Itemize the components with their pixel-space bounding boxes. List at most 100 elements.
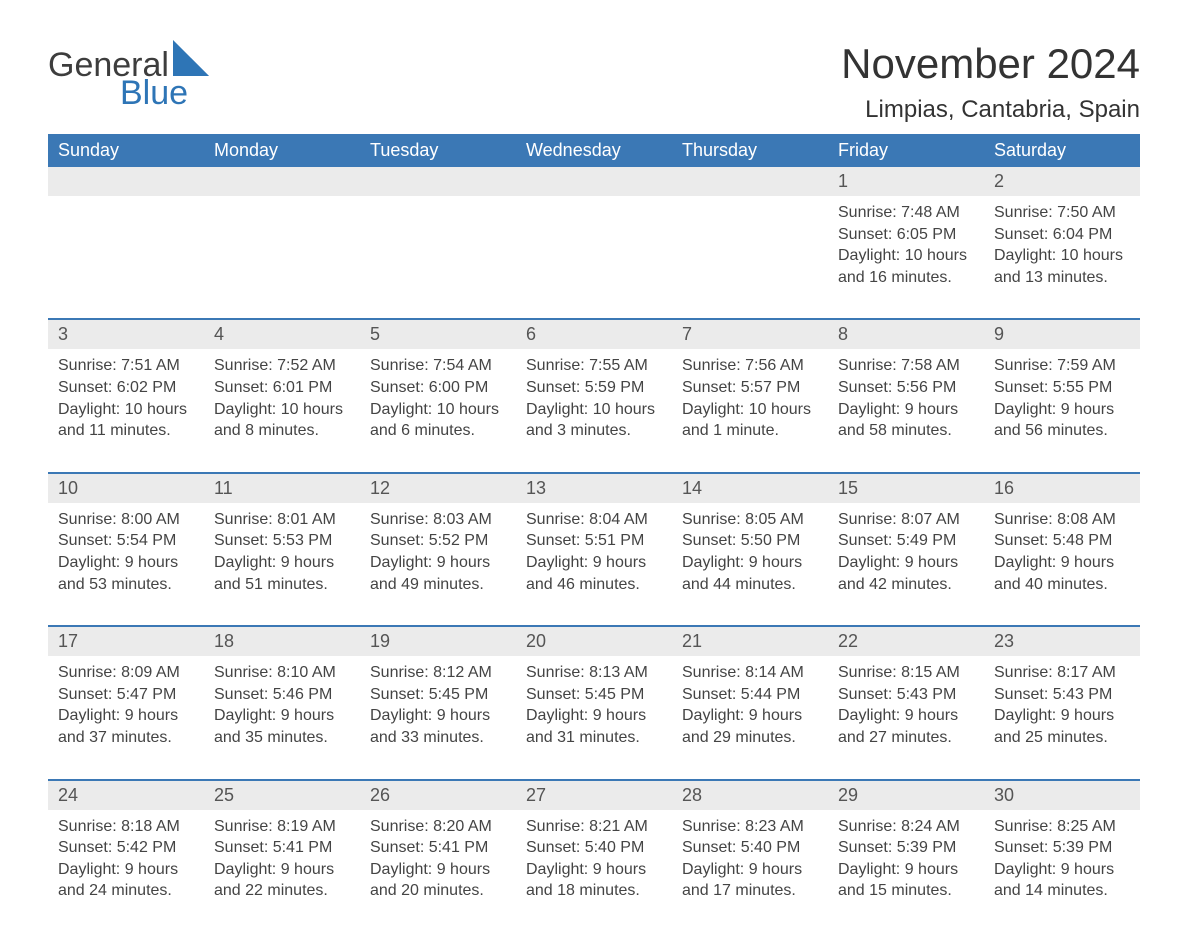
day-number: 13	[516, 474, 672, 503]
sunset-text: Sunset: 5:52 PM	[370, 530, 506, 552]
day-cell: Sunrise: 8:05 AMSunset: 5:50 PMDaylight:…	[672, 503, 828, 605]
daylight-text: Daylight: 9 hours and 40 minutes.	[994, 552, 1130, 595]
day-number: 21	[672, 627, 828, 656]
day-header: Thursday	[672, 134, 828, 167]
day-number: 18	[204, 627, 360, 656]
logo-text-blue: Blue	[120, 76, 209, 110]
sunrise-text: Sunrise: 8:04 AM	[526, 509, 662, 531]
day-cell: Sunrise: 7:50 AMSunset: 6:04 PMDaylight:…	[984, 196, 1140, 298]
daylight-text: Daylight: 9 hours and 51 minutes.	[214, 552, 350, 595]
daylight-text: Daylight: 10 hours and 13 minutes.	[994, 245, 1130, 288]
day-header: Sunday	[48, 134, 204, 167]
day-number	[516, 167, 672, 196]
week: 24252627282930Sunrise: 8:18 AMSunset: 5:…	[48, 779, 1140, 912]
day-number	[204, 167, 360, 196]
sunrise-text: Sunrise: 8:13 AM	[526, 662, 662, 684]
sunset-text: Sunset: 5:45 PM	[526, 684, 662, 706]
sunset-text: Sunset: 5:41 PM	[370, 837, 506, 859]
day-number	[48, 167, 204, 196]
day-number: 25	[204, 781, 360, 810]
day-cell: Sunrise: 8:15 AMSunset: 5:43 PMDaylight:…	[828, 656, 984, 758]
day-cell: Sunrise: 8:19 AMSunset: 5:41 PMDaylight:…	[204, 810, 360, 912]
day-cell: Sunrise: 8:03 AMSunset: 5:52 PMDaylight:…	[360, 503, 516, 605]
sunset-text: Sunset: 5:57 PM	[682, 377, 818, 399]
sunrise-text: Sunrise: 8:15 AM	[838, 662, 974, 684]
day-cell: Sunrise: 7:58 AMSunset: 5:56 PMDaylight:…	[828, 349, 984, 451]
sunset-text: Sunset: 5:42 PM	[58, 837, 194, 859]
day-number: 16	[984, 474, 1140, 503]
week: 12Sunrise: 7:48 AMSunset: 6:05 PMDayligh…	[48, 167, 1140, 298]
day-number: 20	[516, 627, 672, 656]
sunrise-text: Sunrise: 7:51 AM	[58, 355, 194, 377]
daylight-text: Daylight: 10 hours and 8 minutes.	[214, 399, 350, 442]
calendar: SundayMondayTuesdayWednesdayThursdayFrid…	[48, 134, 1140, 912]
daylight-text: Daylight: 9 hours and 29 minutes.	[682, 705, 818, 748]
sunrise-text: Sunrise: 7:50 AM	[994, 202, 1130, 224]
day-cell: Sunrise: 8:14 AMSunset: 5:44 PMDaylight:…	[672, 656, 828, 758]
daynum-row: 3456789	[48, 320, 1140, 349]
sunrise-text: Sunrise: 8:17 AM	[994, 662, 1130, 684]
day-number: 17	[48, 627, 204, 656]
sunrise-text: Sunrise: 7:54 AM	[370, 355, 506, 377]
sunset-text: Sunset: 5:54 PM	[58, 530, 194, 552]
day-cell: Sunrise: 8:04 AMSunset: 5:51 PMDaylight:…	[516, 503, 672, 605]
sunset-text: Sunset: 5:53 PM	[214, 530, 350, 552]
sunrise-text: Sunrise: 7:56 AM	[682, 355, 818, 377]
daynum-row: 24252627282930	[48, 781, 1140, 810]
day-cell	[672, 196, 828, 298]
sunrise-text: Sunrise: 7:59 AM	[994, 355, 1130, 377]
sunset-text: Sunset: 5:39 PM	[994, 837, 1130, 859]
sunset-text: Sunset: 5:49 PM	[838, 530, 974, 552]
day-number: 30	[984, 781, 1140, 810]
sunset-text: Sunset: 5:46 PM	[214, 684, 350, 706]
day-cell: Sunrise: 7:52 AMSunset: 6:01 PMDaylight:…	[204, 349, 360, 451]
sunrise-text: Sunrise: 7:52 AM	[214, 355, 350, 377]
daylight-text: Daylight: 9 hours and 31 minutes.	[526, 705, 662, 748]
day-cell: Sunrise: 8:21 AMSunset: 5:40 PMDaylight:…	[516, 810, 672, 912]
day-cell: Sunrise: 7:51 AMSunset: 6:02 PMDaylight:…	[48, 349, 204, 451]
sunrise-text: Sunrise: 8:09 AM	[58, 662, 194, 684]
day-body-row: Sunrise: 8:18 AMSunset: 5:42 PMDaylight:…	[48, 810, 1140, 912]
daylight-text: Daylight: 9 hours and 46 minutes.	[526, 552, 662, 595]
sunset-text: Sunset: 5:51 PM	[526, 530, 662, 552]
day-cell: Sunrise: 8:23 AMSunset: 5:40 PMDaylight:…	[672, 810, 828, 912]
day-cell: Sunrise: 7:54 AMSunset: 6:00 PMDaylight:…	[360, 349, 516, 451]
day-number: 10	[48, 474, 204, 503]
sunset-text: Sunset: 5:39 PM	[838, 837, 974, 859]
week: 3456789Sunrise: 7:51 AMSunset: 6:02 PMDa…	[48, 318, 1140, 451]
daylight-text: Daylight: 9 hours and 22 minutes.	[214, 859, 350, 902]
month-title: November 2024	[841, 40, 1140, 88]
day-cell: Sunrise: 8:10 AMSunset: 5:46 PMDaylight:…	[204, 656, 360, 758]
day-number: 3	[48, 320, 204, 349]
day-header: Friday	[828, 134, 984, 167]
sunrise-text: Sunrise: 8:01 AM	[214, 509, 350, 531]
day-number: 5	[360, 320, 516, 349]
sunrise-text: Sunrise: 7:55 AM	[526, 355, 662, 377]
day-number: 14	[672, 474, 828, 503]
sunrise-text: Sunrise: 7:48 AM	[838, 202, 974, 224]
daylight-text: Daylight: 9 hours and 27 minutes.	[838, 705, 974, 748]
day-number: 26	[360, 781, 516, 810]
day-cell	[204, 196, 360, 298]
day-number	[360, 167, 516, 196]
daylight-text: Daylight: 9 hours and 44 minutes.	[682, 552, 818, 595]
day-number: 9	[984, 320, 1140, 349]
sunrise-text: Sunrise: 8:03 AM	[370, 509, 506, 531]
daylight-text: Daylight: 9 hours and 15 minutes.	[838, 859, 974, 902]
daylight-text: Daylight: 9 hours and 17 minutes.	[682, 859, 818, 902]
day-number: 19	[360, 627, 516, 656]
day-header: Wednesday	[516, 134, 672, 167]
day-number	[672, 167, 828, 196]
day-cell: Sunrise: 7:55 AMSunset: 5:59 PMDaylight:…	[516, 349, 672, 451]
daylight-text: Daylight: 9 hours and 42 minutes.	[838, 552, 974, 595]
sunset-text: Sunset: 6:01 PM	[214, 377, 350, 399]
day-number: 8	[828, 320, 984, 349]
day-cell	[360, 196, 516, 298]
day-cell: Sunrise: 8:24 AMSunset: 5:39 PMDaylight:…	[828, 810, 984, 912]
sunrise-text: Sunrise: 8:00 AM	[58, 509, 194, 531]
day-cell	[48, 196, 204, 298]
day-cell: Sunrise: 8:17 AMSunset: 5:43 PMDaylight:…	[984, 656, 1140, 758]
day-body-row: Sunrise: 7:48 AMSunset: 6:05 PMDaylight:…	[48, 196, 1140, 298]
sunset-text: Sunset: 5:50 PM	[682, 530, 818, 552]
sunrise-text: Sunrise: 8:05 AM	[682, 509, 818, 531]
